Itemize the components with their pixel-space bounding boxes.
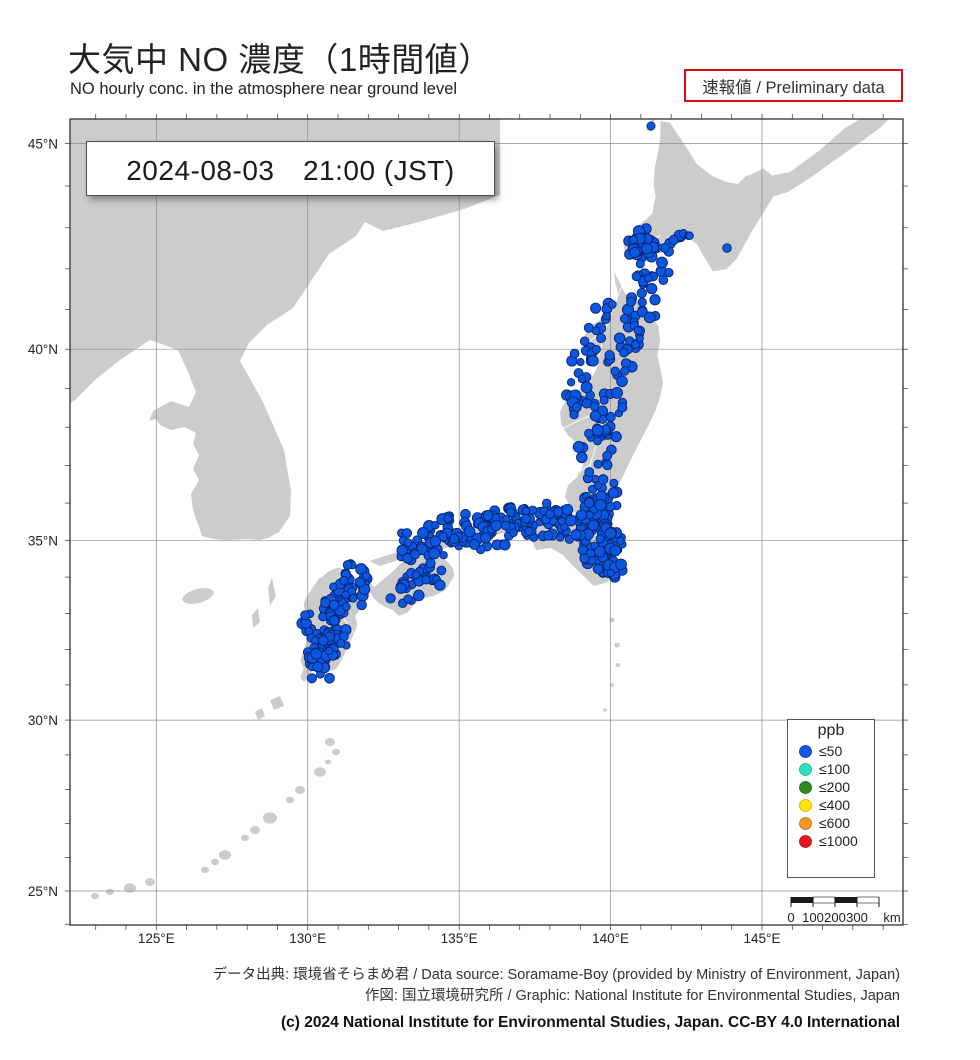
svg-text:200: 200 (824, 910, 846, 925)
svg-text:145°E: 145°E (744, 931, 781, 946)
svg-text:40°N: 40°N (28, 342, 58, 357)
svg-text:25°N: 25°N (28, 884, 58, 899)
svg-text:0: 0 (787, 910, 794, 925)
svg-text:km: km (883, 910, 900, 925)
svg-text:125°E: 125°E (138, 931, 175, 946)
svg-text:100: 100 (802, 910, 824, 925)
svg-text:45°N: 45°N (28, 137, 58, 152)
svg-text:130°E: 130°E (289, 931, 326, 946)
svg-text:300: 300 (846, 910, 868, 925)
svg-text:30°N: 30°N (28, 713, 58, 728)
svg-text:35°N: 35°N (28, 533, 58, 548)
svg-text:140°E: 140°E (592, 931, 629, 946)
svg-text:135°E: 135°E (441, 931, 478, 946)
